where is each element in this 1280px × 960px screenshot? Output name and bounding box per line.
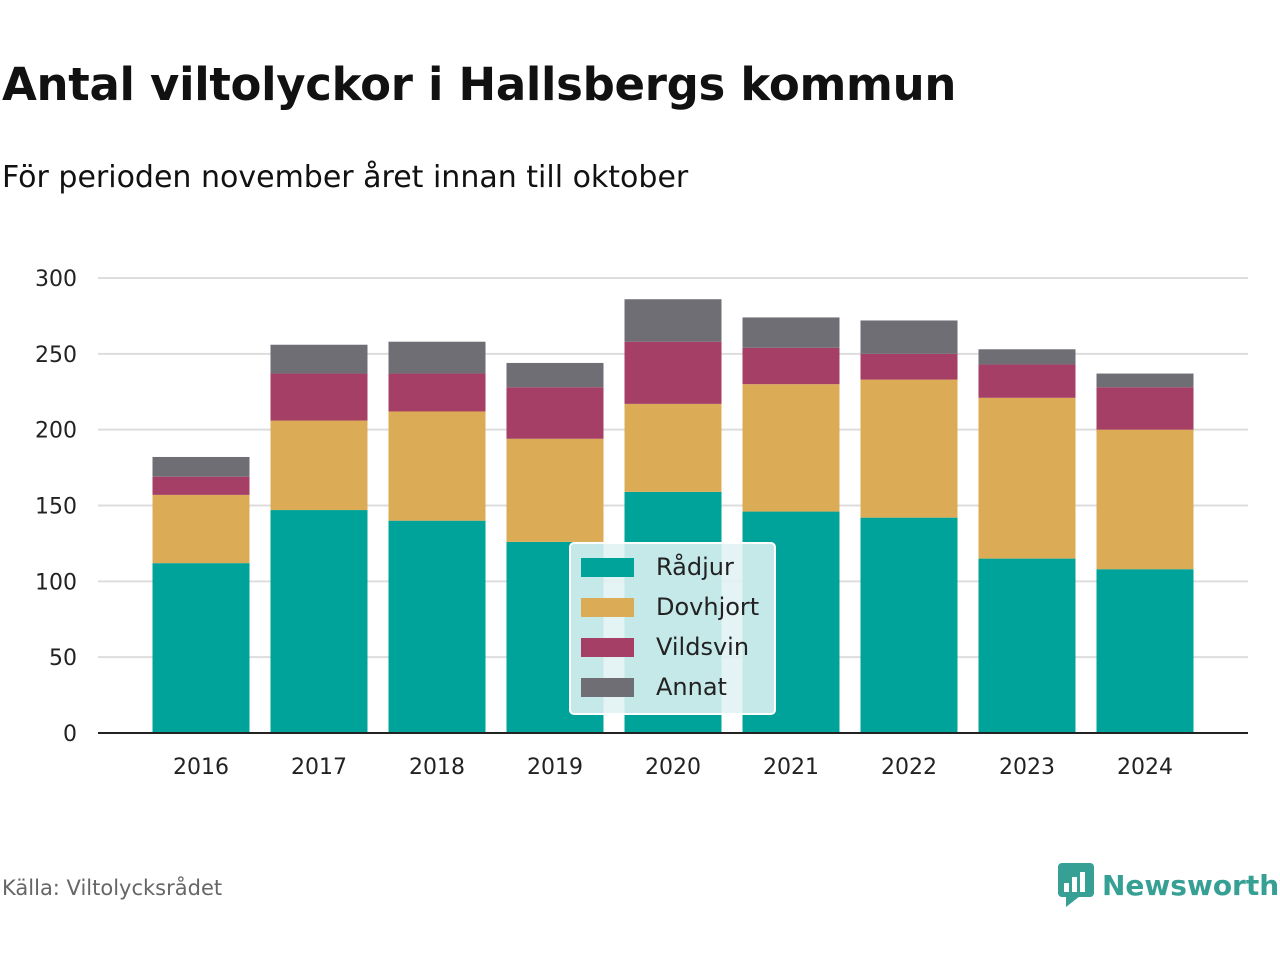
bar-2023-dovhjort — [978, 397, 1076, 559]
brand-name: Newsworthy — [1102, 868, 1280, 902]
bar-2024-vildsvin — [1096, 387, 1194, 430]
y-tick-label-250: 250 — [35, 343, 77, 368]
bar-2019-annat — [506, 362, 604, 388]
bar-2021-vildsvin — [742, 347, 840, 385]
x-tick-label-2018: 2018 — [409, 755, 465, 780]
bar-2017-dovhjort — [270, 420, 368, 511]
bar-2022-annat — [860, 320, 958, 354]
bar-2023-annat — [978, 349, 1076, 365]
legend-label-annat: Annat — [656, 673, 727, 701]
x-tick-label-2021: 2021 — [763, 755, 819, 780]
x-tick-label-2020: 2020 — [645, 755, 701, 780]
stacked-bar-chart: 0 50 100 150 200 250 300 2016 2017 2018 2019 2020 20… — [35, 267, 1248, 780]
y-tick-label-100: 100 — [35, 570, 77, 595]
bar-2021-annat — [742, 317, 840, 348]
legend-swatch-annat — [581, 678, 634, 697]
source-note: Källa: Viltolycksrådet — [2, 876, 223, 900]
bar-2020-vildsvin — [624, 341, 722, 404]
bar-2021-dovhjort — [742, 384, 840, 512]
x-tick-label-2022: 2022 — [881, 755, 937, 780]
y-tick-label-150: 150 — [35, 495, 77, 520]
bar-2017-rådjur — [270, 510, 368, 733]
bar-2022-rådjur — [860, 517, 958, 733]
bar-2022-vildsvin — [860, 353, 958, 380]
bar-2018-annat — [388, 341, 486, 374]
bar-2023-rådjur — [978, 558, 1076, 733]
bar-2017-annat — [270, 344, 368, 374]
y-tick-label-0: 0 — [63, 722, 77, 747]
chart-subtitle: För perioden november året innan till ok… — [2, 160, 689, 195]
bar-2018-dovhjort — [388, 411, 486, 521]
bar-2016-dovhjort — [152, 494, 250, 564]
x-tick-label-2023: 2023 — [999, 755, 1055, 780]
y-tick-label-50: 50 — [49, 646, 77, 671]
chart-title: Antal viltolyckor i Hallsbergs kommun — [2, 58, 957, 111]
legend-swatch-vildsvin — [581, 638, 634, 657]
brand-logo: Newsworthy — [1058, 862, 1280, 908]
bar-2024-rådjur — [1096, 569, 1194, 733]
bar-2019-dovhjort — [506, 438, 604, 542]
bar-2016-rådjur — [152, 563, 250, 733]
bar-2024-annat — [1096, 373, 1194, 388]
bar-2023-vildsvin — [978, 364, 1076, 398]
y-tick-label-200: 200 — [35, 419, 77, 444]
legend-label-dovhjort: Dovhjort — [656, 593, 759, 621]
legend-label-vildsvin: Vildsvin — [656, 633, 749, 661]
bar-2016-annat — [152, 456, 250, 477]
bar-2018-rådjur — [388, 520, 486, 733]
bar-2016-vildsvin — [152, 476, 250, 495]
legend-box — [569, 542, 776, 715]
x-tick-label-2017: 2017 — [291, 755, 347, 780]
bar-2017-vildsvin — [270, 373, 368, 421]
bar-2022-dovhjort — [860, 379, 958, 518]
x-tick-label-2024: 2024 — [1117, 755, 1173, 780]
bar-2020-dovhjort — [624, 403, 722, 492]
bar-2024-dovhjort — [1096, 429, 1194, 570]
x-tick-label-2019: 2019 — [527, 755, 583, 780]
bar-2019-vildsvin — [506, 387, 604, 439]
legend-swatch-dovhjort — [581, 598, 634, 617]
legend-label-rådjur: Rådjur — [656, 552, 734, 581]
bar-2020-annat — [624, 299, 722, 342]
bar-chart-speech-bubble-icon — [1058, 863, 1094, 907]
bar-2018-vildsvin — [388, 373, 486, 412]
y-tick-label-300: 300 — [35, 267, 77, 292]
legend-swatch-rådjur — [581, 558, 634, 577]
x-tick-label-2016: 2016 — [173, 755, 229, 780]
